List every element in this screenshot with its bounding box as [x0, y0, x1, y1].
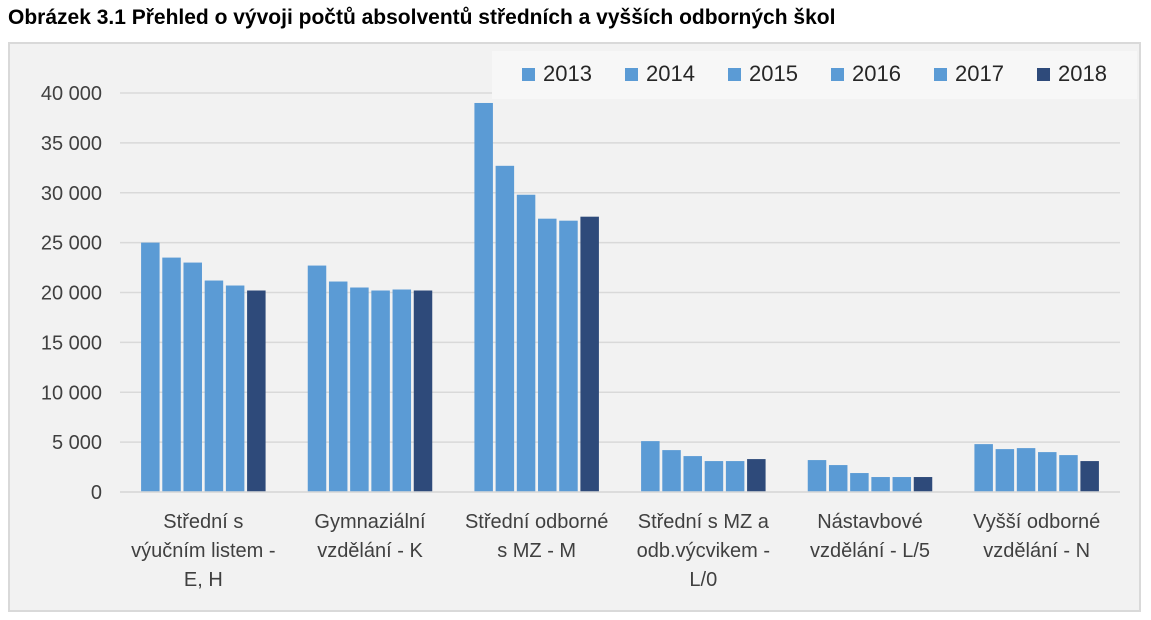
- bar-2017: [392, 289, 412, 492]
- bar-2014: [828, 465, 848, 492]
- bar-2015: [1016, 448, 1036, 492]
- bar-2018: [247, 290, 266, 492]
- bar-2017: [225, 285, 245, 492]
- x-category-label: Střední s výučním listem - E, H: [131, 511, 275, 591]
- legend-label: 2017: [955, 61, 1004, 86]
- legend: 2013 2014 2015 2016 2017 2018: [492, 51, 1137, 99]
- y-tick-label: 25 000: [41, 233, 102, 255]
- x-category-label: Střední odborné s MZ - M: [465, 511, 608, 562]
- x-category-label-line: Střední s: [163, 511, 243, 533]
- y-tick-label: 15 000: [41, 332, 102, 354]
- bars: [141, 102, 1099, 492]
- bar-2016: [204, 280, 224, 492]
- bar-2013: [307, 265, 327, 492]
- y-tick-label: 5 000: [52, 432, 102, 454]
- y-tick-label: 35 000: [41, 133, 102, 155]
- bar-2015: [183, 262, 202, 492]
- y-tick-label: 30 000: [41, 183, 102, 205]
- x-category-label-line: vzdělání - N: [983, 540, 1090, 562]
- y-axis: 0 5 000 10 000 15 000 20 000 25 000 30 000 35 0…: [41, 83, 102, 504]
- chart-frame: 0 5 000 10 000 15 000 20 000 25 000 30 000 35 0…: [8, 42, 1141, 612]
- bar-2018: [747, 459, 766, 492]
- bar-2014: [662, 450, 681, 492]
- x-category-label-line: Střední odborné: [465, 511, 608, 533]
- legend-swatch-2017: [934, 68, 947, 81]
- x-category-label-line: L/0: [689, 569, 717, 591]
- legend-label: 2015: [749, 61, 798, 86]
- legend-swatch-2013: [522, 68, 535, 81]
- bar-2016: [1038, 452, 1057, 492]
- bar-2017: [1059, 455, 1078, 492]
- bar-2018: [413, 290, 433, 492]
- bar-2018: [1080, 461, 1099, 492]
- bar-2015: [350, 287, 369, 492]
- x-category-label: Střední s MZ a odb.výcvikem - L/0: [637, 511, 770, 591]
- bar-2014: [162, 257, 181, 492]
- x-category-label-line: odb.výcvikem -: [637, 540, 770, 562]
- legend-label: 2016: [852, 61, 901, 86]
- legend-label: 2014: [646, 61, 695, 86]
- bar-chart: 0 5 000 10 000 15 000 20 000 25 000 30 000 35 0…: [41, 51, 1137, 591]
- y-tick-label: 0: [91, 482, 102, 504]
- bar-2018: [913, 477, 933, 492]
- legend-swatch-2018: [1037, 68, 1050, 81]
- bar-2013: [641, 441, 660, 492]
- x-category-label: Nástavbové vzdělání - L/5: [810, 511, 930, 562]
- bar-2016: [704, 461, 724, 492]
- x-category-label-line: Vyšší odborné: [973, 511, 1100, 533]
- bar-2017: [559, 220, 578, 492]
- legend-label: 2018: [1058, 61, 1107, 86]
- legend-background: [492, 51, 1137, 99]
- figure-title: Obrázek 3.1 Přehled o vývoji počtů absol…: [8, 6, 836, 29]
- bar-2013: [807, 460, 827, 492]
- bar-2014: [328, 281, 348, 492]
- bar-2016: [371, 290, 390, 492]
- x-category-label-line: vzdělání - L/5: [810, 540, 930, 562]
- bar-2015: [516, 194, 536, 492]
- bar-2015: [683, 456, 702, 492]
- y-tick-label: 10 000: [41, 382, 102, 404]
- bar-2016: [538, 218, 557, 492]
- gridlines: [120, 92, 1120, 493]
- bar-2016: [871, 477, 890, 492]
- x-category-label-line: Nástavbové: [817, 511, 923, 533]
- bar-2013: [474, 102, 493, 492]
- bar-2014: [495, 165, 515, 492]
- x-category-label-line: E, H: [184, 569, 223, 591]
- x-category-label-line: Gymnaziální: [314, 511, 426, 533]
- bar-2014: [995, 449, 1015, 492]
- x-category-label-line: vzdělání - K: [317, 540, 423, 562]
- bar-2017: [892, 477, 912, 492]
- x-category-label: Vyšší odborné vzdělání - N: [973, 511, 1100, 562]
- x-category-label-line: s MZ - M: [497, 540, 576, 562]
- bar-2013: [141, 242, 160, 492]
- legend-swatch-2016: [831, 68, 844, 81]
- legend-swatch-2014: [625, 68, 638, 81]
- bar-2013: [974, 444, 993, 492]
- bar-2018: [580, 216, 599, 492]
- y-tick-label: 20 000: [41, 283, 102, 305]
- y-tick-label: 40 000: [41, 83, 102, 105]
- x-category-label-line: výučním listem -: [131, 540, 275, 562]
- x-category-label-line: Střední s MZ a: [638, 511, 770, 533]
- bar-2015: [850, 473, 869, 492]
- bar-2017: [725, 461, 745, 492]
- x-axis: Střední s výučním listem - E, H Gymnaziální…: [120, 491, 1120, 591]
- legend-label: 2013: [543, 61, 592, 86]
- x-category-label: Gymnaziální vzdělání - K: [314, 511, 426, 562]
- legend-swatch-2015: [728, 68, 741, 81]
